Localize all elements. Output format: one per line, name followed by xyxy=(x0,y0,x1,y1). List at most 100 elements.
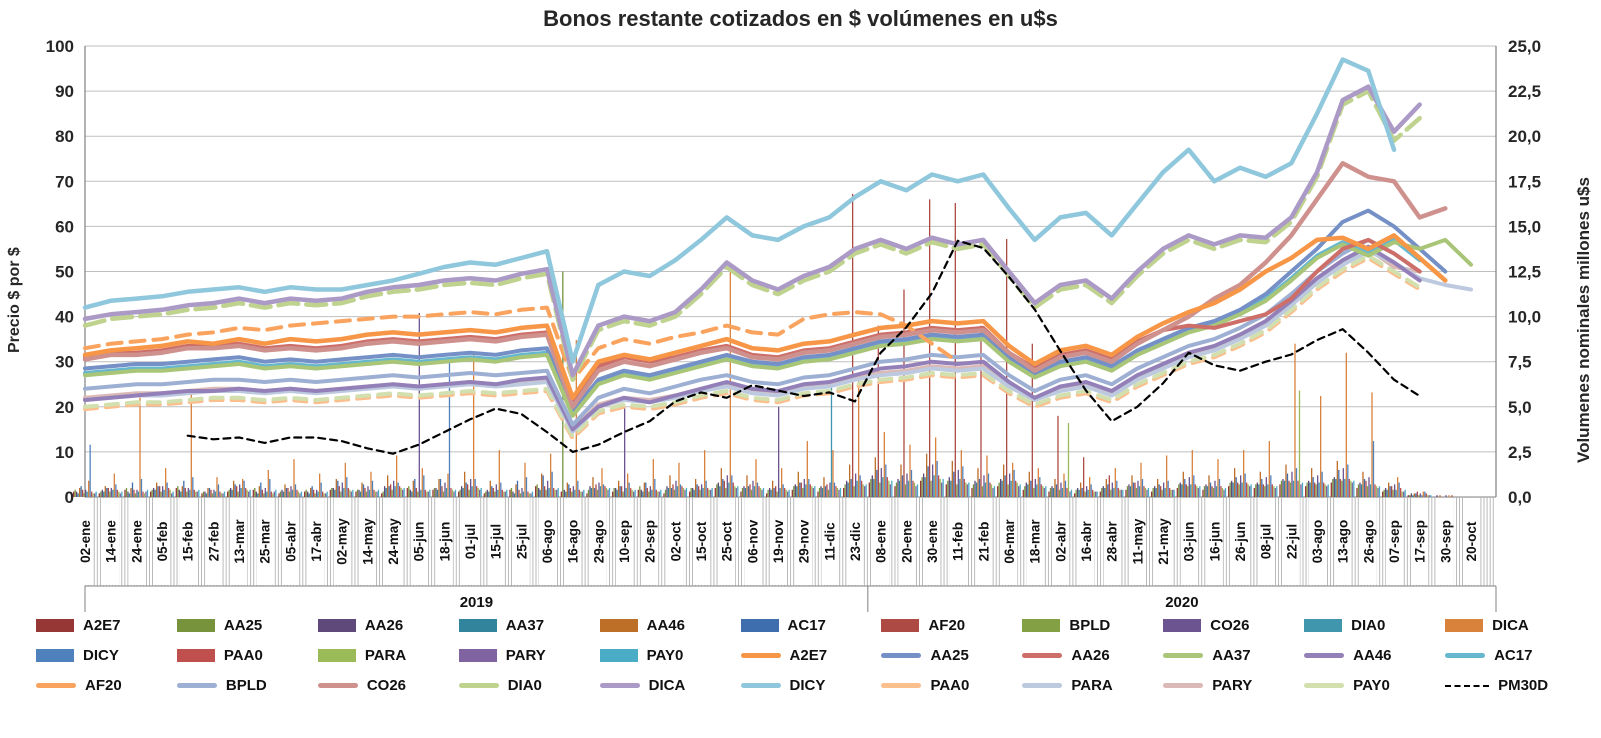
series-PAY0-bar[interactable] xyxy=(146,489,149,497)
series-DIA0-bar[interactable] xyxy=(163,489,165,497)
series-A2E7-bar[interactable] xyxy=(355,491,357,497)
series-CO26-bar[interactable] xyxy=(1163,482,1165,497)
series-DICY-bar[interactable] xyxy=(397,482,399,497)
series-A2E7-bar[interactable] xyxy=(227,491,229,497)
series-DIA0-bar[interactable] xyxy=(599,486,602,497)
series-AA25-bar[interactable] xyxy=(74,489,76,497)
series-DICA-bar[interactable] xyxy=(1114,468,1116,497)
series-PAY0-bar[interactable] xyxy=(1250,484,1252,497)
series-PAA0-bar[interactable] xyxy=(938,475,940,497)
series-PARY-bar[interactable] xyxy=(1095,491,1097,497)
series-PAY0-line[interactable] xyxy=(83,253,1422,439)
series-AA46-bar[interactable] xyxy=(977,468,979,497)
series-BPLD-bar[interactable] xyxy=(648,491,650,497)
series-DICY-bar[interactable] xyxy=(346,477,348,497)
series-AC17-bar[interactable] xyxy=(285,487,288,497)
series-CO26-bar[interactable] xyxy=(1419,493,1421,497)
series-PARY-bar[interactable] xyxy=(453,491,455,497)
legend-item-pary[interactable]: PARY xyxy=(1163,677,1304,694)
series-DICA-line[interactable] xyxy=(82,84,1422,378)
series-PAA0-bar[interactable] xyxy=(655,489,657,497)
series-CO26-bar[interactable] xyxy=(983,475,985,497)
series-DIA0-bar[interactable] xyxy=(1087,489,1089,497)
series-AF20-bar[interactable] xyxy=(1057,415,1059,497)
series-CO26-bar[interactable] xyxy=(1137,480,1139,497)
series-CO26-bar[interactable] xyxy=(675,480,677,497)
series-AA37-bar[interactable] xyxy=(1206,486,1209,497)
series-AA37-line[interactable] xyxy=(83,237,1473,418)
series-PAA0-bar[interactable] xyxy=(809,484,811,497)
series-AA25-bar[interactable] xyxy=(587,489,590,497)
series-A2E7-bar[interactable] xyxy=(1407,495,1409,497)
series-DIA0-bar[interactable] xyxy=(882,477,884,497)
series-AF20-bar[interactable] xyxy=(441,486,443,497)
series-AA26-bar[interactable] xyxy=(307,491,309,497)
series-AA25-bar[interactable] xyxy=(664,489,667,497)
series-PARA-bar[interactable] xyxy=(811,486,813,497)
series-PAA0-bar[interactable] xyxy=(1400,487,1402,497)
series-PAA0-bar[interactable] xyxy=(886,477,888,497)
series-DICA-bar[interactable] xyxy=(1268,441,1270,497)
series-DICY-bar[interactable] xyxy=(987,473,990,497)
series-AA25-bar[interactable] xyxy=(433,487,436,497)
series-DICA-bar[interactable] xyxy=(1012,462,1014,497)
series-AA25-bar[interactable] xyxy=(793,486,795,497)
series-AA26-bar[interactable] xyxy=(692,487,694,497)
series-AA26-bar[interactable] xyxy=(820,486,822,497)
series-AA37-bar[interactable] xyxy=(770,489,772,497)
series-DIA0-bar[interactable] xyxy=(1241,482,1243,497)
series-DIA0-bar[interactable] xyxy=(676,486,679,497)
series-CO26-bar[interactable] xyxy=(1111,482,1113,497)
series-AC17-bar[interactable] xyxy=(1235,477,1237,497)
series-PARY-bar[interactable] xyxy=(222,493,224,497)
series-DICA-bar[interactable] xyxy=(498,450,500,497)
series-AF20-bar[interactable] xyxy=(1262,484,1264,497)
series-BPLD-bar[interactable] xyxy=(571,491,573,497)
series-DICY-bar[interactable] xyxy=(525,477,528,497)
series-AF20-bar[interactable] xyxy=(467,484,469,497)
series-DIA0-bar[interactable] xyxy=(625,487,627,497)
series-CO26-bar[interactable] xyxy=(1188,477,1190,497)
series-PAA0-bar[interactable] xyxy=(450,487,452,497)
series-AC17-bar[interactable] xyxy=(1389,486,1391,497)
series-DIA0-bar[interactable] xyxy=(1395,489,1397,497)
series-DICA-bar[interactable] xyxy=(1243,450,1245,497)
series-PAY0-bar[interactable] xyxy=(557,487,559,497)
series-PARY-bar[interactable] xyxy=(479,489,481,497)
series-BPLD-bar[interactable] xyxy=(1289,482,1292,497)
series-AF20-bar[interactable] xyxy=(338,486,340,497)
series-A2E7-bar[interactable] xyxy=(1356,487,1358,497)
series-BPLD-bar[interactable] xyxy=(494,491,496,497)
series-DICY-bar[interactable] xyxy=(1039,477,1041,497)
series-AF20-bar[interactable] xyxy=(929,199,931,497)
series-AA25-bar[interactable] xyxy=(202,491,205,497)
series-DIA0-bar[interactable] xyxy=(805,484,807,497)
series-AA26-bar[interactable] xyxy=(384,486,386,497)
series-AA26-bar[interactable] xyxy=(1333,477,1335,497)
series-AA26-bar[interactable] xyxy=(332,487,334,497)
series-PARA-bar[interactable] xyxy=(400,487,402,497)
series-PARA-bar[interactable] xyxy=(1042,486,1044,497)
series-AC17-bar[interactable] xyxy=(1132,482,1135,497)
series-DIA0-bar[interactable] xyxy=(1190,484,1192,497)
series-AF20-bar[interactable] xyxy=(1288,480,1290,497)
series-PAA0-bar[interactable] xyxy=(630,487,632,497)
series-PARA-bar[interactable] xyxy=(1324,484,1326,497)
series-DICA-bar[interactable] xyxy=(1422,491,1424,497)
series-DICY-bar[interactable] xyxy=(1141,478,1144,497)
series-PAY0-bar[interactable] xyxy=(608,487,611,497)
series-AF20-bar[interactable] xyxy=(698,486,700,497)
series-PAA0-bar[interactable] xyxy=(322,491,324,497)
series-PAA0-bar[interactable] xyxy=(1425,493,1427,497)
series-AA37-bar[interactable] xyxy=(1027,484,1029,497)
series-AA37-bar[interactable] xyxy=(1335,478,1337,497)
series-PARY-bar[interactable] xyxy=(1377,487,1379,497)
series-DICA-bar[interactable] xyxy=(396,455,398,497)
series-A2E7-bar[interactable] xyxy=(560,491,562,497)
series-DICY-bar[interactable] xyxy=(1193,475,1195,497)
series-CO26-bar[interactable] xyxy=(470,478,472,497)
series-AA37-bar[interactable] xyxy=(385,487,387,497)
series-BPLD-bar[interactable] xyxy=(442,491,445,497)
series-AC17-bar[interactable] xyxy=(1184,478,1186,497)
series-PARY-bar[interactable] xyxy=(1172,489,1174,497)
